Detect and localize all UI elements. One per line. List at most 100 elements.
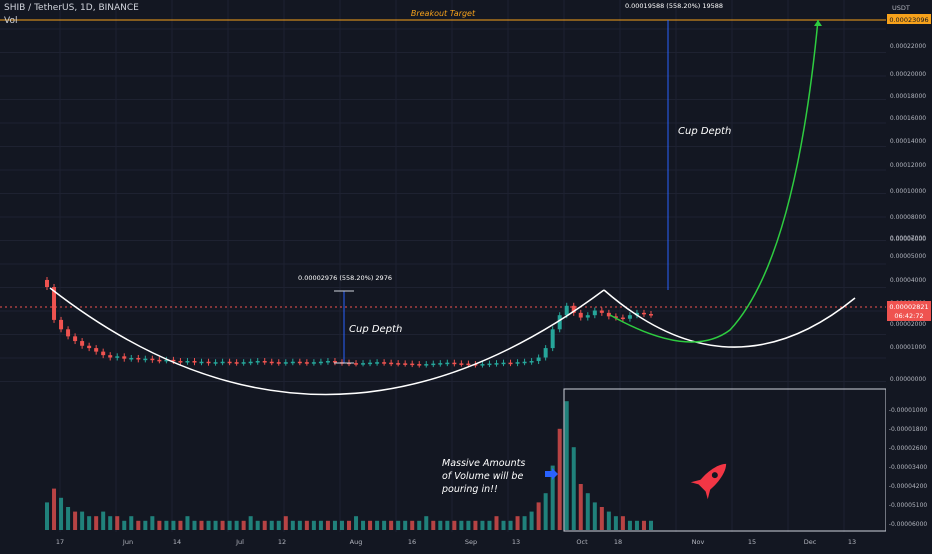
volume-bar (59, 497, 64, 530)
volume-bar (234, 520, 239, 530)
candle-body (227, 361, 232, 364)
volume-bar (585, 493, 590, 530)
volume-bar (375, 520, 380, 530)
volume-bar (101, 511, 106, 530)
breakout-target-label: Breakout Target (411, 9, 476, 18)
candle-body (529, 361, 534, 363)
volume-bar (649, 520, 653, 530)
volume-bar (325, 520, 330, 530)
target-price-badge (887, 14, 931, 24)
volume-bar (543, 493, 548, 530)
candle-body (269, 361, 274, 364)
volume-bar (368, 520, 373, 530)
candle-body (255, 361, 260, 363)
price-tick-label: 0.00007000 (890, 235, 926, 242)
volume-bar (66, 507, 71, 530)
volume-bar (297, 520, 302, 530)
volume-axis-ticks: -0.00001000 -0.00001800 -0.00002600 -0.0000… (889, 407, 928, 528)
candle-body (101, 351, 106, 356)
candle-body (361, 363, 366, 365)
candle-body (578, 312, 583, 318)
candle-body (248, 361, 253, 364)
price-tick-label: 0.00001000 (890, 344, 926, 351)
candle-body (375, 362, 380, 364)
price-tick-label: 0.00016000 (890, 115, 926, 122)
volume-bar (192, 520, 197, 530)
candle-body (178, 361, 183, 363)
candle-body (73, 336, 78, 342)
candle-body (438, 363, 443, 365)
volume-bar (508, 520, 513, 530)
candle-body (410, 363, 415, 366)
volume-bar (283, 516, 288, 530)
candle-body (115, 356, 120, 358)
volume-bar (536, 502, 541, 530)
grid-lines (0, 0, 886, 532)
volume-bar (52, 488, 57, 530)
chart-header: SHIB / TetherUS, 1D, BINANCE (4, 3, 139, 13)
volume-bar (213, 520, 218, 530)
volume-bar (150, 516, 155, 530)
volume-bar (339, 520, 344, 530)
volume-tick-label: -0.00001000 (889, 407, 928, 414)
time-tick-label: 13 (512, 538, 520, 546)
price-axis[interactable] (886, 0, 932, 550)
candle-body (599, 310, 604, 313)
volume-bar (620, 516, 625, 530)
price-tick-label: 0.00014000 (890, 138, 926, 145)
candle-body (487, 363, 492, 366)
volume-bar (445, 520, 450, 530)
volume-bar (115, 516, 120, 530)
volume-bar (396, 520, 401, 530)
volume-tick-label: -0.00002600 (889, 445, 928, 452)
volume-bar (515, 516, 520, 530)
candle-body (494, 363, 499, 365)
volume-bar (347, 520, 351, 530)
volume-bar (438, 520, 443, 530)
price-tick-label: 0.00020000 (890, 71, 926, 78)
volume-bar (276, 520, 281, 530)
volume-bar (45, 502, 49, 530)
candle-body (262, 361, 267, 363)
candle-body (508, 362, 513, 365)
candle-body (515, 362, 520, 364)
volume-bar (255, 520, 260, 530)
volume-bar (318, 520, 323, 530)
volume-bar (627, 520, 632, 530)
arrow-right-icon (545, 468, 558, 480)
volume-bar (389, 520, 394, 530)
volume-bar (157, 520, 162, 530)
candle-body (396, 363, 401, 365)
volume-bar (494, 516, 499, 530)
volume-indicator-label: Vol (4, 16, 18, 26)
time-tick-label: 17 (56, 538, 64, 546)
price-tick-label: 0.00000000 (890, 376, 926, 383)
time-tick-label: 18 (614, 538, 622, 546)
candle-body (557, 315, 562, 330)
volume-bar (529, 511, 534, 530)
projection-arrowhead (814, 20, 822, 26)
volume-bar (452, 520, 457, 530)
volume-bar (473, 520, 478, 530)
candle-body (389, 362, 394, 365)
volume-bar (164, 520, 169, 530)
candle-body (649, 314, 653, 316)
candle-body (620, 317, 625, 320)
candle-body (585, 315, 590, 318)
candle-body (325, 361, 330, 363)
price-tick-label: 0.00004000 (890, 277, 926, 284)
volume-bar (220, 520, 225, 530)
candle-body (59, 319, 64, 330)
candle-body (290, 361, 295, 364)
candle-body (641, 312, 646, 315)
volume-bar (136, 520, 141, 530)
time-tick-label: 12 (278, 538, 286, 546)
time-axis[interactable] (0, 532, 886, 550)
countdown-text: 06:42:72 (894, 312, 923, 320)
volume-bar (87, 516, 92, 530)
candle-series (45, 276, 653, 368)
volume-bar (466, 520, 471, 530)
volume-bar (241, 520, 246, 530)
